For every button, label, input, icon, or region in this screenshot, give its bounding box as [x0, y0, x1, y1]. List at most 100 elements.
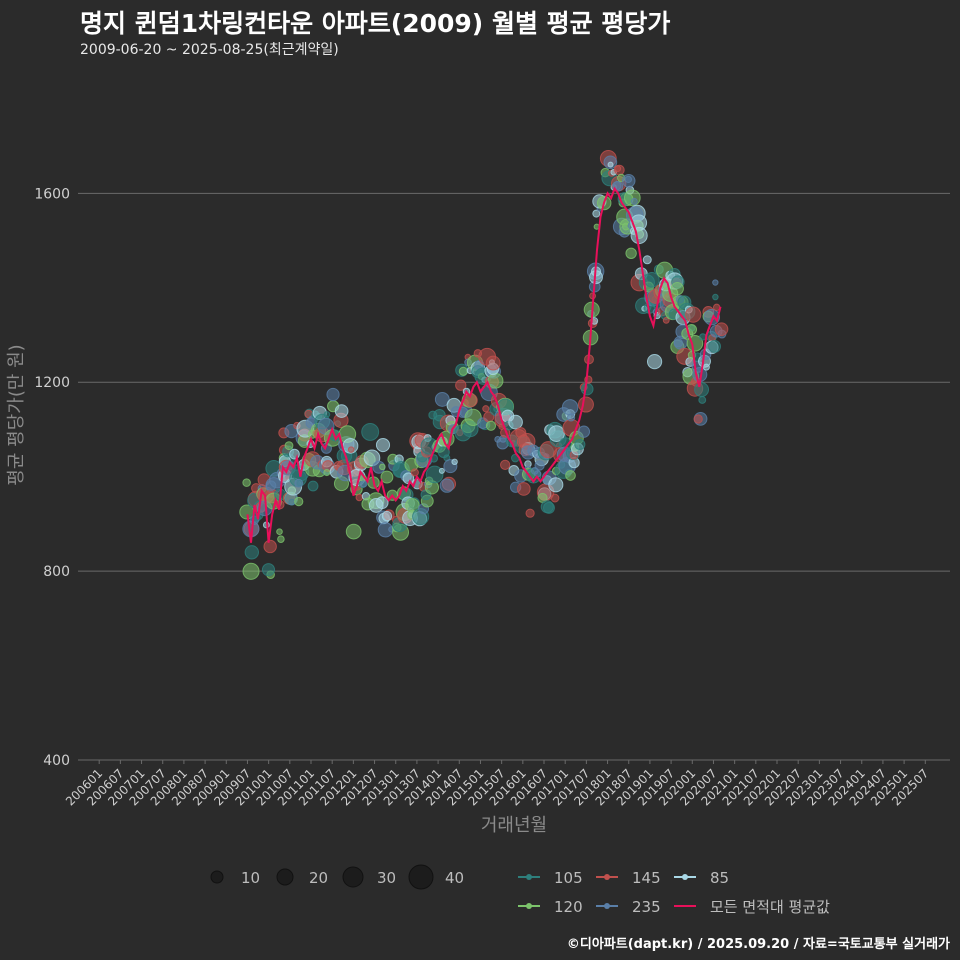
- average-line-layer: [246, 186, 722, 543]
- data-point: [577, 425, 591, 438]
- data-point: [405, 498, 420, 513]
- data-point: [439, 478, 455, 493]
- data-point: [379, 463, 386, 471]
- color-legend-label: 120: [554, 898, 583, 916]
- y-tick-label: 800: [43, 564, 70, 580]
- color-legend-swatch-dot: [682, 874, 688, 880]
- data-point: [482, 405, 490, 413]
- data-point: [662, 316, 670, 324]
- size-legend-circle: [276, 868, 294, 886]
- data-point: [644, 271, 660, 288]
- data-point: [577, 396, 594, 413]
- data-point: [455, 379, 467, 391]
- y-axis-title: 평균 평당가(만 원): [6, 344, 27, 485]
- data-point: [464, 408, 482, 427]
- data-point: [566, 413, 576, 422]
- data-point: [360, 480, 368, 488]
- data-point: [516, 482, 531, 496]
- data-point: [580, 382, 594, 396]
- data-point: [624, 175, 633, 184]
- grid-lines: [78, 192, 950, 761]
- data-point: [485, 355, 501, 371]
- data-point: [361, 422, 380, 441]
- data-point: [630, 226, 648, 245]
- color-legend-label: 85: [710, 869, 729, 887]
- data-point: [561, 399, 579, 416]
- color-legend-label: 235: [632, 898, 661, 916]
- y-tick-label: 1200: [34, 375, 70, 391]
- data-point: [670, 282, 684, 296]
- data-point: [289, 448, 300, 460]
- data-point: [276, 528, 283, 536]
- x-axis-ticks: 2006012006072007012007072008012008072009…: [63, 760, 931, 809]
- data-point: [347, 446, 355, 453]
- data-point: [261, 563, 276, 577]
- data-point: [485, 420, 497, 431]
- data-point: [307, 480, 319, 492]
- data-point: [438, 467, 445, 474]
- data-point: [534, 460, 545, 471]
- color-legend-label: 105: [554, 869, 583, 887]
- data-point: [703, 308, 721, 326]
- y-tick-label: 1600: [34, 186, 70, 202]
- size-legend-label: 10: [241, 869, 260, 887]
- data-point: [345, 523, 362, 540]
- data-point: [294, 478, 304, 488]
- color-legend-swatch-dot: [526, 874, 532, 880]
- data-point: [548, 477, 564, 493]
- data-point: [714, 322, 729, 336]
- size-legend-circle: [342, 866, 364, 888]
- data-point: [550, 493, 560, 503]
- data-point: [508, 414, 523, 430]
- data-point: [242, 562, 260, 580]
- data-point: [263, 539, 277, 554]
- data-point: [712, 293, 719, 301]
- x-axis-title: 거래년월: [481, 815, 547, 836]
- data-point: [642, 255, 652, 265]
- data-point: [284, 441, 294, 451]
- color-legend-label: 모든 면적대 평균값: [710, 898, 830, 916]
- data-point: [381, 510, 393, 522]
- size-legend: 10 20 30 40: [210, 864, 464, 890]
- data-point: [375, 496, 389, 510]
- data-point: [693, 414, 703, 424]
- color-legend-swatch-dot: [604, 874, 610, 880]
- data-point: [534, 470, 542, 478]
- data-point: [607, 161, 614, 168]
- data-point: [458, 366, 468, 376]
- data-point: [294, 496, 304, 507]
- color-legend: 105 145 85 120 235 모든 면적대 평균값: [518, 869, 830, 916]
- scatter-points: [239, 150, 729, 580]
- data-point: [323, 468, 331, 477]
- average-line: [246, 186, 722, 543]
- source-caption: ©디아파트(dapt.kr) / 2025.09.20 / 자료=국토교통부 실…: [566, 937, 950, 952]
- data-point: [708, 339, 722, 353]
- data-point: [326, 387, 340, 402]
- data-point: [425, 465, 444, 484]
- data-point: [451, 458, 458, 466]
- data-point: [614, 165, 622, 173]
- data-point: [487, 372, 504, 389]
- data-point: [685, 306, 702, 323]
- data-point: [625, 247, 637, 260]
- data-point: [434, 391, 450, 407]
- data-point: [242, 478, 251, 487]
- size-legend-label: 40: [445, 869, 464, 887]
- data-point: [525, 508, 535, 518]
- data-point: [712, 279, 719, 286]
- data-point: [244, 545, 260, 560]
- size-legend-label: 20: [309, 869, 328, 887]
- data-point: [565, 470, 576, 481]
- data-point: [694, 382, 710, 398]
- size-legend-circle: [408, 864, 434, 890]
- y-tick-label: 400: [43, 753, 70, 769]
- y-axis-ticks: 400 800 1200 1600: [34, 186, 70, 769]
- size-legend-circle: [210, 870, 224, 884]
- size-legend-label: 30: [377, 869, 396, 887]
- data-point: [375, 437, 391, 453]
- data-point: [334, 404, 349, 418]
- data-point: [646, 353, 663, 370]
- color-legend-swatch-dot: [604, 903, 610, 909]
- data-point: [592, 209, 601, 218]
- data-point: [380, 470, 394, 484]
